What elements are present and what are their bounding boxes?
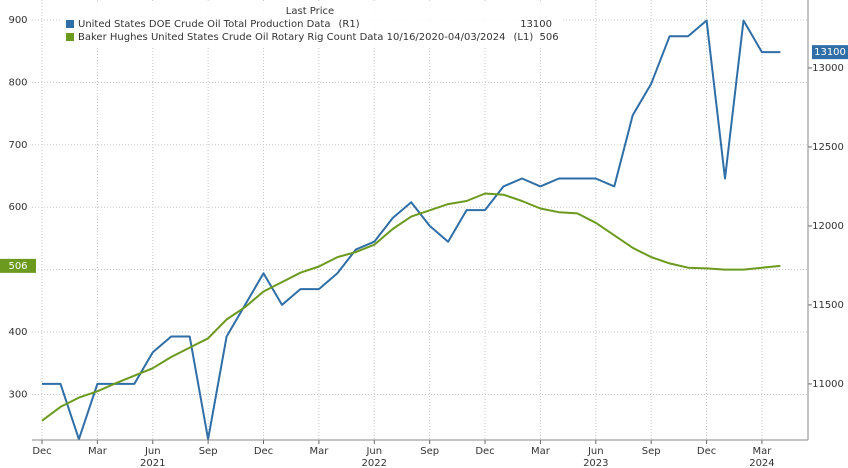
legend-box (62, 2, 562, 48)
y-tick-label: 900 (8, 15, 27, 26)
y2-tick-label: 13000 (812, 63, 844, 74)
y-tick-label: 600 (8, 202, 27, 213)
y-tick-label: 800 (8, 77, 27, 88)
legend-label: Baker Hughes United States Crude Oil Rot… (78, 32, 506, 43)
lines (41, 19, 781, 441)
y-tick-label: 300 (8, 389, 27, 400)
x-tick-label: Dec (254, 446, 273, 457)
x-tick-label: Mar (88, 446, 108, 457)
legend-swatch (66, 33, 74, 41)
legend-value: 13100 (520, 19, 552, 30)
legend-tag: (L1) (514, 32, 534, 43)
x-tick-label: Sep (199, 446, 218, 457)
x-tick-label: Jun (144, 446, 161, 457)
year-label: 2024 (749, 458, 774, 468)
legend: Last Price United States DOE Crude Oil T… (62, 2, 562, 48)
legend-title: Last Price (286, 6, 334, 17)
x-tick-label: Sep (420, 446, 439, 457)
y2-tick-label: 12500 (812, 142, 844, 153)
x-tick-label: Dec (32, 446, 51, 457)
x-tick-label: Dec (697, 446, 716, 457)
y-tick-label: 400 (8, 327, 27, 338)
x-tick-label: Mar (753, 446, 773, 457)
series-line (41, 192, 781, 422)
last-value-badge (0, 258, 36, 273)
x-tick-label: Mar (309, 446, 329, 457)
y2-tick-label: 11000 (812, 379, 844, 390)
year-label: 2022 (362, 458, 387, 468)
y2-tick-label: 12000 (812, 221, 844, 232)
y2-tick-label: 11500 (812, 300, 844, 311)
x-tick-label: Mar (531, 446, 551, 457)
x-tick-label: Dec (475, 446, 494, 457)
x-tick-label: Sep (642, 446, 661, 457)
last-value-label: 506 (8, 261, 27, 272)
last-value-badge (812, 45, 848, 60)
series-line (42, 19, 781, 441)
last-value-label: 13100 (814, 47, 846, 58)
legend-value: 506 (540, 32, 559, 43)
legend-swatch (66, 20, 74, 28)
x-tick-label: Jun (365, 446, 382, 457)
year-label: 2021 (140, 458, 165, 468)
y-tick-label: 700 (8, 140, 27, 151)
legend-tag: (R1) (338, 19, 359, 30)
year-label: 2023 (583, 458, 608, 468)
legend-label: United States DOE Crude Oil Total Produc… (78, 19, 330, 30)
x-tick-label: Jun (587, 446, 604, 457)
